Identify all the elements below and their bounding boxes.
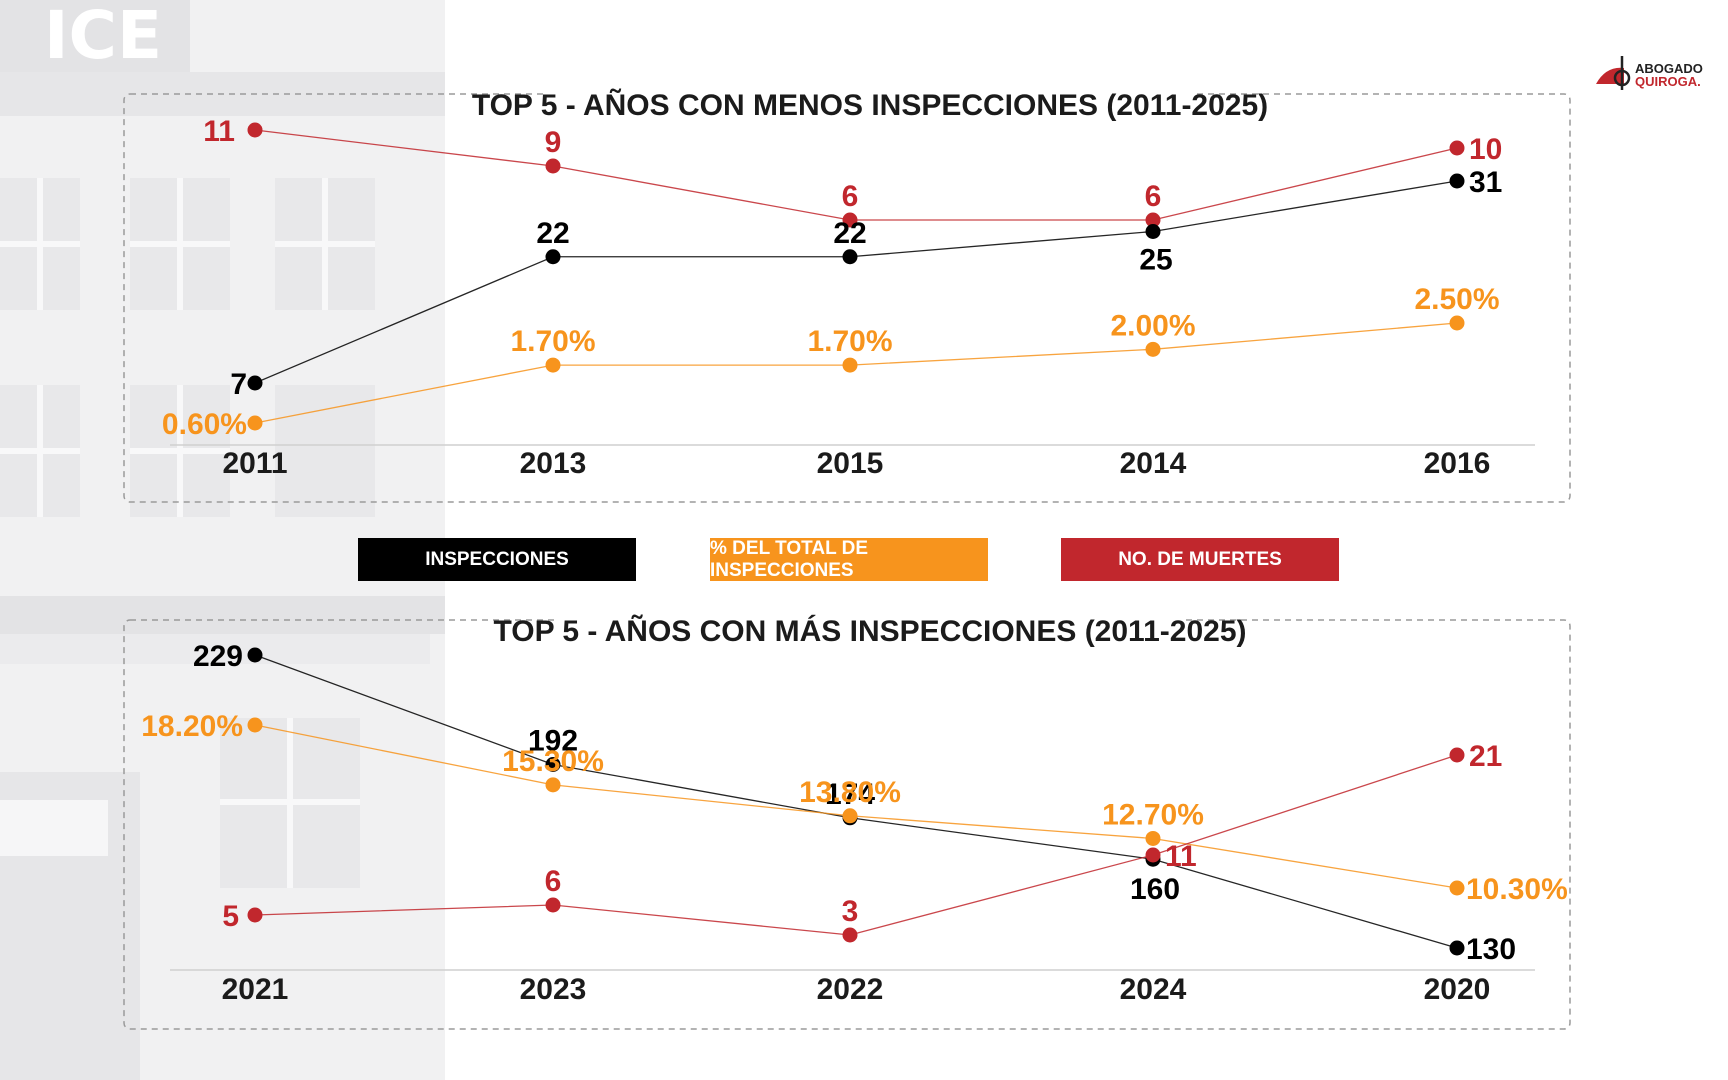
data-label: 5: [222, 900, 239, 933]
data-point: [247, 647, 263, 663]
data-label: 3: [842, 895, 859, 928]
data-label: 6: [1145, 180, 1162, 213]
data-point: [1449, 880, 1465, 896]
data-label: 192: [528, 725, 578, 758]
data-label: 18.20%: [141, 710, 243, 743]
data-label: 160: [1130, 873, 1180, 906]
x-tick-label: 2021: [222, 973, 289, 1006]
x-tick-label: 2020: [1424, 973, 1491, 1006]
data-label: 21: [1469, 740, 1502, 773]
data-point: [247, 375, 263, 391]
series-porcentaje: 18.20% 15.30% 13.80% 12.70% 10.30%: [141, 710, 1568, 906]
data-point: [545, 897, 561, 913]
logo-emblem-icon: [1596, 56, 1631, 90]
data-label: 15.30%: [502, 745, 604, 778]
data-label: 130: [1466, 933, 1516, 966]
data-point: [247, 122, 263, 138]
data-point: [1145, 847, 1161, 863]
x-tick-label: 2013: [520, 447, 587, 480]
data-point: [247, 907, 263, 923]
data-label: 22: [536, 217, 569, 250]
data-point: [842, 927, 858, 943]
data-label: 174: [825, 778, 875, 811]
data-label: 6: [545, 865, 562, 898]
x-tick-label: 2022: [817, 973, 884, 1006]
data-point: [545, 158, 561, 174]
x-tick-label: 2011: [222, 447, 287, 480]
chart-title-backing: [545, 82, 1195, 126]
x-tick-label: 2024: [1120, 973, 1187, 1006]
data-label: 7: [230, 368, 247, 401]
chart-title: TOP 5 - AÑOS CON MENOS INSPECCIONES (201…: [472, 88, 1268, 122]
data-label: 0.60%: [162, 408, 247, 441]
x-tick-label: 2015: [817, 447, 884, 480]
data-point: [842, 808, 858, 824]
series-inspecciones: 229 192 174 160 130: [193, 640, 1516, 966]
data-label: 13.80%: [799, 776, 901, 809]
data-point: [842, 249, 858, 265]
data-label: 229: [193, 640, 243, 673]
data-label: 10: [1469, 133, 1502, 166]
data-point: [1449, 940, 1465, 956]
data-point: [247, 415, 263, 431]
x-tick-label: 2023: [520, 973, 587, 1006]
chart-title: TOP 5 - AÑOS CON MÁS INSPECCIONES (2011-…: [493, 614, 1246, 648]
chart-frame: [123, 93, 1571, 503]
series-muertes: 11 9 6 6 10: [203, 115, 1502, 228]
data-label: 12.70%: [1102, 798, 1204, 831]
data-point: [1145, 212, 1161, 228]
legend-inspecciones: INSPECCIONES: [358, 538, 636, 581]
x-tick-label: 2014: [1120, 447, 1187, 480]
data-point: [247, 717, 263, 733]
data-point: [545, 249, 561, 265]
legend-inspecciones-label: INSPECCIONES: [425, 548, 569, 570]
series-porcentaje: 0.60% 1.70% 1.70% 2.00% 2.50%: [162, 283, 1500, 441]
ice-watermark: ICE: [44, 0, 162, 74]
chart-title-backing: [555, 608, 1185, 652]
logo-text-quiroga: QUIROGA.: [1635, 74, 1701, 89]
data-point: [842, 212, 858, 228]
data-point: [1449, 747, 1465, 763]
data-point: [545, 777, 561, 793]
data-point: [545, 357, 561, 373]
data-point: [545, 757, 561, 773]
data-point: [1145, 830, 1161, 846]
data-point: [842, 357, 858, 373]
chart-mas-inspecciones: TOP 5 - AÑOS CON MÁS INSPECCIONES (2011-…: [123, 608, 1571, 1030]
data-label: 6: [842, 180, 859, 213]
abogado-quiroga-logo: ABOGADO QUIROGA.: [1594, 48, 1714, 94]
data-point: [1145, 341, 1161, 357]
data-label: 25: [1139, 244, 1172, 277]
data-label: 1.70%: [510, 325, 595, 358]
data-point: [1449, 173, 1465, 189]
data-point: [1449, 315, 1465, 331]
data-label: 2.00%: [1110, 309, 1195, 342]
data-label: 10.30%: [1466, 873, 1568, 906]
legend-porcentaje: % DEL TOTAL DE INSPECCIONES: [710, 538, 988, 581]
chart-menos-inspecciones: TOP 5 - AÑOS CON MENOS INSPECCIONES (201…: [123, 82, 1571, 503]
data-point: [1145, 224, 1161, 239]
data-label: 1.70%: [807, 325, 892, 358]
data-label: 11: [1165, 840, 1197, 873]
data-label: 9: [545, 126, 562, 159]
data-point: [1449, 140, 1465, 156]
series-inspecciones: 7 22 22 25 31: [230, 166, 1502, 401]
logo-text-abogado: ABOGADO: [1635, 61, 1703, 76]
legend-muertes: NO. DE MUERTES: [1061, 538, 1339, 581]
data-label: 11: [203, 115, 235, 148]
data-label: 31: [1469, 166, 1502, 199]
x-tick-label: 2016: [1424, 447, 1491, 480]
legend-muertes-label: NO. DE MUERTES: [1118, 548, 1282, 570]
data-label: 22: [833, 217, 866, 250]
series-muertes: 5 6 3 11 21: [222, 740, 1502, 943]
data-label: 2.50%: [1414, 283, 1499, 316]
legend-porcentaje-label: % DEL TOTAL DE INSPECCIONES: [710, 537, 869, 581]
